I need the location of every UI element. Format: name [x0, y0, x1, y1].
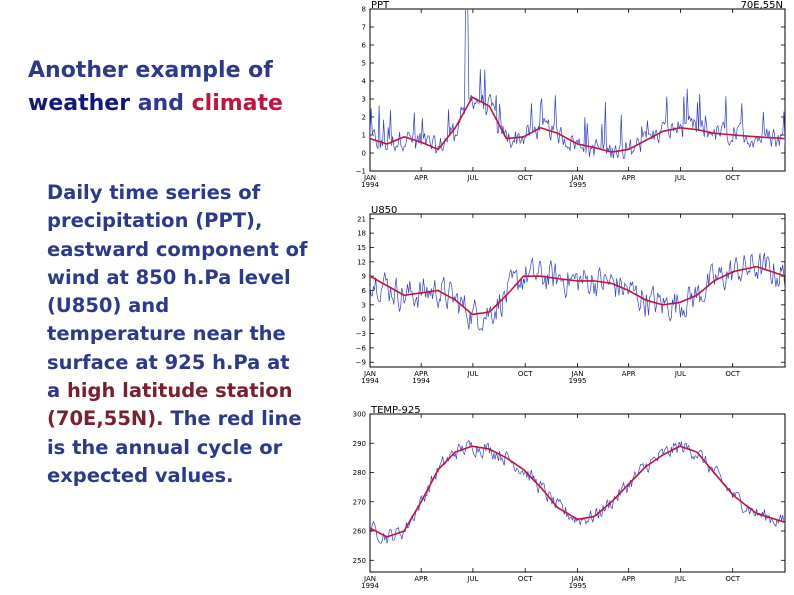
x-tick-year-label: 1994: [361, 181, 379, 189]
slide-title: Another example of weather and climate: [28, 54, 338, 120]
y-tick-label: −3: [356, 330, 366, 338]
x-tick-label: JAN: [571, 174, 584, 182]
y-tick-label: 2: [362, 114, 366, 122]
x-tick-label: JAN: [571, 575, 584, 583]
x-tick-label: APR: [622, 575, 636, 583]
x-tick-label: JUL: [466, 174, 478, 182]
y-tick-label: 250: [353, 557, 366, 565]
annual-cycle-line: [370, 445, 785, 538]
x-tick-label: APR: [622, 370, 636, 378]
x-tick-label: APR: [414, 370, 428, 378]
x-tick-label: APR: [414, 174, 428, 182]
y-tick-label: 0: [362, 316, 366, 324]
annual-cycle-line: [370, 265, 785, 316]
title-part1: Another example of: [28, 58, 273, 83]
body-text-high-latitude: high latitude station (70E,55N): [47, 379, 293, 431]
y-tick-label: 300: [353, 411, 366, 419]
y-tick-label: 7: [362, 24, 366, 32]
x-tick-label: JUL: [674, 575, 686, 583]
x-tick-year-label: 1995: [569, 377, 587, 385]
x-tick-year-label: 1995: [569, 582, 587, 590]
x-tick-label: OCT: [518, 174, 533, 182]
y-tick-label: 15: [357, 244, 366, 252]
x-tick-label: APR: [622, 174, 636, 182]
x-tick-label: OCT: [725, 174, 740, 182]
y-tick-label: 21: [357, 215, 366, 223]
daily-series-line: [370, 9, 785, 159]
daily-series-line: [370, 252, 785, 332]
body-text-1: Daily time series of precipitation (PPT)…: [47, 181, 308, 403]
y-tick-label: 18: [357, 230, 366, 238]
x-tick-label: JAN: [363, 575, 376, 583]
y-tick-label: 290: [353, 440, 366, 448]
x-tick-label: JUL: [674, 174, 686, 182]
chart-title: TEMP-925: [370, 405, 421, 416]
chart-location-label: 70E,55N: [741, 0, 783, 11]
daily-series-line: [370, 439, 785, 544]
plot-frame: [369, 213, 786, 368]
y-tick-label: 8: [362, 6, 366, 14]
body-text-end: .: [226, 463, 234, 487]
x-tick-year-label: 1994: [412, 377, 430, 385]
x-tick-label: JUL: [466, 370, 478, 378]
x-tick-label: OCT: [518, 575, 533, 583]
annual-cycle-line: [370, 96, 785, 153]
y-tick-label: −1: [356, 168, 366, 176]
y-tick-label: 4: [362, 78, 367, 86]
x-tick-label: JUL: [674, 370, 686, 378]
y-tick-label: −6: [356, 344, 367, 352]
x-tick-year-label: 1995: [569, 181, 587, 189]
y-tick-label: 0: [362, 150, 366, 158]
x-tick-year-label: 1994: [361, 377, 379, 385]
chart-title: PPT: [371, 0, 390, 11]
title-weather: weather: [28, 91, 131, 116]
y-tick-label: −9: [356, 359, 366, 367]
y-tick-label: 5: [362, 60, 366, 68]
slide-body-text: Daily time series of precipitation (PPT)…: [47, 179, 309, 490]
y-tick-label: 12: [357, 258, 366, 266]
y-tick-label: 9: [362, 273, 366, 281]
y-tick-label: 260: [353, 528, 366, 536]
plot-frame: [369, 413, 786, 573]
body-text-2: The red line is the annual cycle or expe…: [47, 407, 302, 487]
x-tick-label: JAN: [363, 174, 376, 182]
title-and: and: [130, 91, 192, 116]
y-tick-label: 3: [362, 96, 366, 104]
title-climate: climate: [191, 91, 283, 116]
x-tick-year-label: 1994: [361, 582, 379, 590]
x-tick-label: APR: [414, 575, 428, 583]
y-tick-label: 6: [362, 287, 367, 295]
x-tick-label: OCT: [725, 370, 740, 378]
y-tick-label: 280: [353, 469, 366, 477]
x-tick-label: JAN: [363, 370, 376, 378]
y-tick-label: 1: [362, 132, 366, 140]
x-tick-label: JAN: [571, 370, 584, 378]
chart-title: U850: [371, 205, 397, 216]
body-text-dot: .: [156, 407, 164, 431]
x-tick-label: OCT: [518, 370, 533, 378]
y-tick-label: 270: [353, 498, 366, 506]
x-tick-label: OCT: [725, 575, 740, 583]
y-tick-label: 6: [362, 42, 367, 50]
x-tick-label: JUL: [466, 575, 478, 583]
y-tick-label: 3: [362, 301, 366, 309]
